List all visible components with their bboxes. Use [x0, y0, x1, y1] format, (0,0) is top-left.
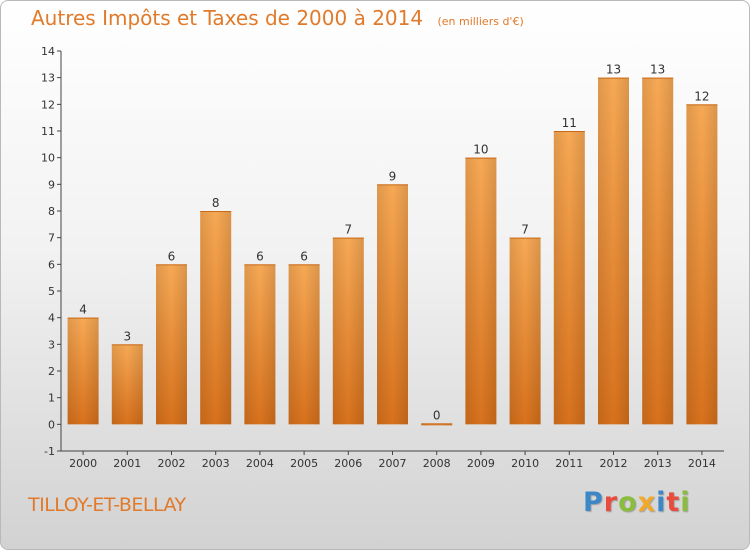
x-tick-label-2014: 2014	[688, 457, 716, 470]
y-tick-label: 6	[48, 258, 55, 271]
logo-letter: r	[603, 487, 619, 518]
proxiti-logo: Proxiti	[583, 487, 691, 518]
x-tick-label-2011: 2011	[555, 457, 583, 470]
chart-title-text: Autres Impôts et Taxes de 2000 à 2014	[31, 6, 424, 30]
value-label-2005: 6	[300, 249, 308, 263]
y-tick-label: 1	[48, 392, 55, 405]
logo-letter: t	[666, 487, 681, 518]
bar-shade-2009	[465, 157, 497, 425]
bar-shade-2006	[332, 237, 364, 425]
value-label-2007: 9	[389, 169, 397, 183]
logo-letter: i	[680, 487, 691, 518]
y-tick-label: 13	[41, 72, 55, 85]
y-tick-label: 3	[48, 338, 55, 351]
x-tick-label-2005: 2005	[290, 457, 318, 470]
x-tick-label-2004: 2004	[246, 457, 274, 470]
bar-shade-2001	[111, 344, 143, 425]
chart-bars	[67, 77, 718, 426]
chart-title: Autres Impôts et Taxes de 2000 à 2014 (e…	[31, 6, 524, 30]
bar-shade-2000	[67, 317, 99, 425]
chart-value-labels: 4 3 6 8 6 6 7 9 0 10 7 11 13 13 12	[79, 63, 709, 423]
bar-shade-2014	[686, 104, 718, 425]
value-label-2012: 13	[606, 63, 621, 77]
y-tick-label: 8	[48, 205, 55, 218]
value-label-2014: 12	[694, 89, 709, 103]
value-label-2003: 8	[212, 196, 220, 210]
y-tick-label: 11	[41, 125, 55, 138]
value-label-2011: 11	[562, 116, 577, 130]
chart-unit-note: (en milliers d'€)	[437, 15, 524, 28]
x-tick-label-2000: 2000	[69, 457, 97, 470]
value-label-2001: 3	[123, 329, 131, 343]
x-tick-label-2013: 2013	[644, 457, 672, 470]
logo-letter: o	[618, 487, 638, 518]
y-tick-label: 12	[41, 98, 55, 111]
x-tick-label-2003: 2003	[202, 457, 230, 470]
bar-shade-2003	[200, 211, 232, 425]
value-label-2013: 13	[650, 63, 665, 77]
bar-shade-2011	[553, 131, 585, 425]
value-label-2010: 7	[521, 223, 529, 237]
commune-name: TILLOY-ET-BELLAY	[28, 494, 186, 516]
y-tick-label: 7	[48, 232, 55, 245]
bar-shade-2005	[288, 264, 320, 425]
logo-letter: x	[637, 487, 657, 518]
bar-shade-2007	[377, 184, 408, 425]
y-tick-label: -1	[44, 445, 55, 458]
logo-letter: i	[656, 487, 667, 518]
y-tick-label: 0	[48, 418, 55, 431]
bar-shade-2012	[598, 77, 629, 425]
x-tick-label-2001: 2001	[113, 457, 141, 470]
value-label-2002: 6	[168, 249, 176, 263]
y-tick-label: 14	[41, 45, 55, 58]
x-tick-label-2002: 2002	[158, 457, 186, 470]
value-label-2000: 4	[79, 303, 87, 317]
value-label-2009: 10	[473, 143, 488, 157]
y-tick-label: 2	[48, 365, 55, 378]
value-label-2004: 6	[256, 249, 264, 263]
y-tick-label: 9	[48, 178, 55, 191]
x-tick-label-2009: 2009	[467, 457, 495, 470]
logo-letter: P	[583, 487, 604, 518]
x-tick-label-2010: 2010	[511, 457, 539, 470]
bar-shade-2013	[642, 77, 674, 425]
y-tick-label: 4	[48, 312, 55, 325]
bar-shade-2010	[509, 237, 541, 425]
x-tick-label-2006: 2006	[334, 457, 362, 470]
y-tick-label: 5	[48, 285, 55, 298]
value-label-2006: 7	[344, 223, 352, 237]
bar-shade-2004	[244, 264, 276, 425]
x-tick-label-2007: 2007	[379, 457, 407, 470]
x-tick-label-2012: 2012	[600, 457, 628, 470]
value-label-2008: 0	[433, 408, 441, 422]
y-tick-label: 10	[41, 152, 55, 165]
bar-shade-2002	[156, 264, 187, 425]
x-tick-label-2008: 2008	[423, 457, 451, 470]
